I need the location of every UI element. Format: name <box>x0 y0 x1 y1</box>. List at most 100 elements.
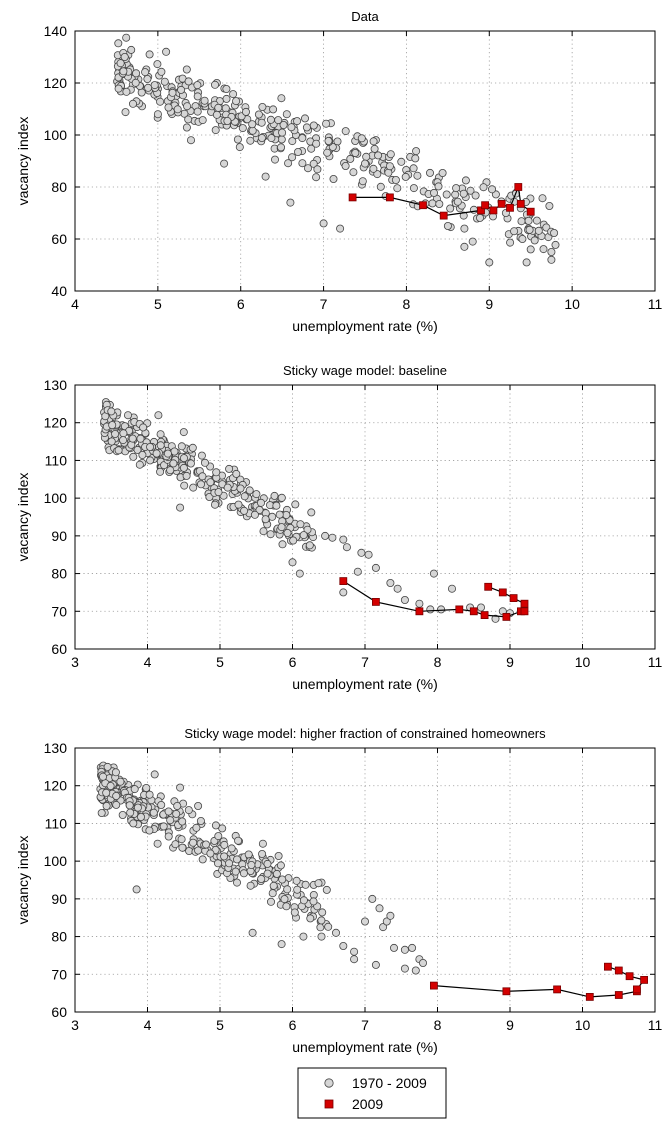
chart0-point-1970-2009 <box>229 90 238 99</box>
chart2-point-1970-2009 <box>263 869 272 878</box>
chart0-point-1970-2009 <box>282 110 291 119</box>
chart2-point-2009 <box>614 991 623 999</box>
chart0-point-1970-2009 <box>547 247 556 256</box>
chart0-point-1970-2009 <box>401 172 410 181</box>
chart2-xtick-label: 3 <box>71 1017 79 1033</box>
chart2-point-1970-2009 <box>411 966 420 975</box>
chart1-xtick-label: 9 <box>506 654 514 670</box>
chart2-point-1970-2009 <box>301 880 310 889</box>
chart2-point-1970-2009 <box>389 943 398 952</box>
chart2-point-1970-2009 <box>324 922 333 931</box>
chart2-xtick-label: 7 <box>361 1017 369 1033</box>
chart0-point-1970-2009 <box>120 53 129 62</box>
chart0-point-1970-2009 <box>522 258 531 267</box>
chart2-point-1970-2009 <box>220 840 229 849</box>
chart0-point-1970-2009 <box>357 134 366 143</box>
chart0-point-1970-2009 <box>177 85 186 94</box>
legend-label-2009: 2009 <box>352 1096 383 1112</box>
chart0-point-1970-2009 <box>127 45 136 54</box>
chart2-point-1970-2009 <box>116 777 125 786</box>
chart1-point-1970-2009 <box>188 443 197 452</box>
chart0-point-1970-2009 <box>153 60 162 69</box>
chart0-point-1970-2009 <box>212 110 221 119</box>
panel-data: 4 5 6 7 8 9 10 11 40 60 80 100 120 140 Data unemploymen… <box>15 9 662 334</box>
chart2-point-1970-2009 <box>258 850 267 859</box>
chart2-ytick-label: 100 <box>44 853 68 869</box>
chart0-point-1970-2009 <box>409 184 418 193</box>
chart0-point-1970-2009 <box>397 157 406 166</box>
chart2-point-1970-2009 <box>194 846 203 855</box>
chart0-xtick-label: 4 <box>71 296 79 312</box>
chart2-point-1970-2009 <box>132 885 141 894</box>
chart1-point-1970-2009 <box>275 510 284 519</box>
chart0-point-1970-2009 <box>162 47 171 56</box>
chart0-point-2009 <box>348 193 357 202</box>
chart2-point-1970-2009 <box>149 808 158 817</box>
chart1-point-1970-2009 <box>476 603 485 612</box>
chart0-point-2009 <box>477 206 485 215</box>
chart1-point-1970-2009 <box>128 434 137 443</box>
chart0-point-1970-2009 <box>351 148 360 157</box>
chart0-xtick-label: 11 <box>648 296 663 312</box>
chart0-point-1970-2009 <box>538 194 547 203</box>
chart2-point-1970-2009 <box>171 840 180 849</box>
chart2-point-1970-2009 <box>331 928 340 937</box>
chart2-point-1970-2009 <box>136 813 145 822</box>
chart2-point-2009 <box>502 987 511 996</box>
chart0-xtick-label: 8 <box>403 296 411 312</box>
chart0-point-1970-2009 <box>384 168 393 177</box>
chart1-point-1970-2009 <box>277 523 286 532</box>
chart2-point-1970-2009 <box>350 947 359 956</box>
chart1-point-1970-2009 <box>426 605 435 614</box>
chart1-point-1970-2009 <box>357 548 366 557</box>
chart2-ytick-label: 110 <box>45 815 68 831</box>
chart2-plot-frame <box>74 747 656 1013</box>
chart0-point-1970-2009 <box>261 172 270 181</box>
chart0-point-1970-2009 <box>143 75 152 84</box>
chart2-title: Sticky wage model: higher fraction of co… <box>184 726 546 741</box>
chart2-point-1970-2009 <box>299 932 308 941</box>
chart1-point-1970-2009 <box>245 486 254 495</box>
chart0-point-1970-2009 <box>442 190 451 199</box>
chart0-point-1970-2009 <box>322 119 331 128</box>
chart2-point-1970-2009 <box>153 839 162 848</box>
chart1-point-2009 <box>455 605 464 614</box>
chart2-ytick-label: 90 <box>51 891 67 907</box>
chart2-point-1970-2009 <box>276 861 285 870</box>
chart0-point-1970-2009 <box>298 159 307 168</box>
chart2-point-1970-2009 <box>400 945 409 954</box>
chart0-point-1970-2009 <box>453 197 462 206</box>
chart2-point-1970-2009 <box>239 869 248 878</box>
chart0-point-1970-2009 <box>385 162 394 171</box>
chart0-point-1970-2009 <box>241 107 250 116</box>
chart2-point-1970-2009 <box>173 802 182 811</box>
chart1-point-1970-2009 <box>107 437 116 446</box>
chart0-point-1970-2009 <box>393 184 402 193</box>
chart0-point-1970-2009 <box>274 116 283 125</box>
chart0-point-1970-2009 <box>551 240 560 249</box>
chart2-point-1970-2009 <box>157 801 166 810</box>
chart1-point-1970-2009 <box>179 428 188 437</box>
chart2-point-1970-2009 <box>278 875 287 884</box>
chart2-point-1970-2009 <box>290 908 299 917</box>
chart1-point-2009 <box>415 607 424 616</box>
chart1-point-1970-2009 <box>259 527 268 536</box>
chart0-point-1970-2009 <box>362 152 371 161</box>
chart0-point-1970-2009 <box>374 151 383 160</box>
chart1-point-1970-2009 <box>139 423 148 432</box>
chart2-point-1970-2009 <box>125 801 134 810</box>
chart2-xtick-label: 8 <box>434 1017 442 1033</box>
chart0-point-1970-2009 <box>429 188 438 197</box>
chart2-point-1970-2009 <box>382 917 391 926</box>
chart2-point-1970-2009 <box>257 875 266 884</box>
chart1-point-1970-2009 <box>206 478 215 487</box>
chart0-point-2009 <box>481 201 490 210</box>
chart2-point-1970-2009 <box>293 885 302 894</box>
chart0-point-1970-2009 <box>284 159 293 168</box>
chart2-point-1970-2009 <box>142 784 151 793</box>
chart0-point-1970-2009 <box>137 88 146 97</box>
chart0-point-1970-2009 <box>182 65 191 74</box>
chart2-xtick-label: 4 <box>144 1017 152 1033</box>
chart0-ytick-label: 80 <box>51 179 67 195</box>
chart2-point-2009 <box>553 985 561 994</box>
